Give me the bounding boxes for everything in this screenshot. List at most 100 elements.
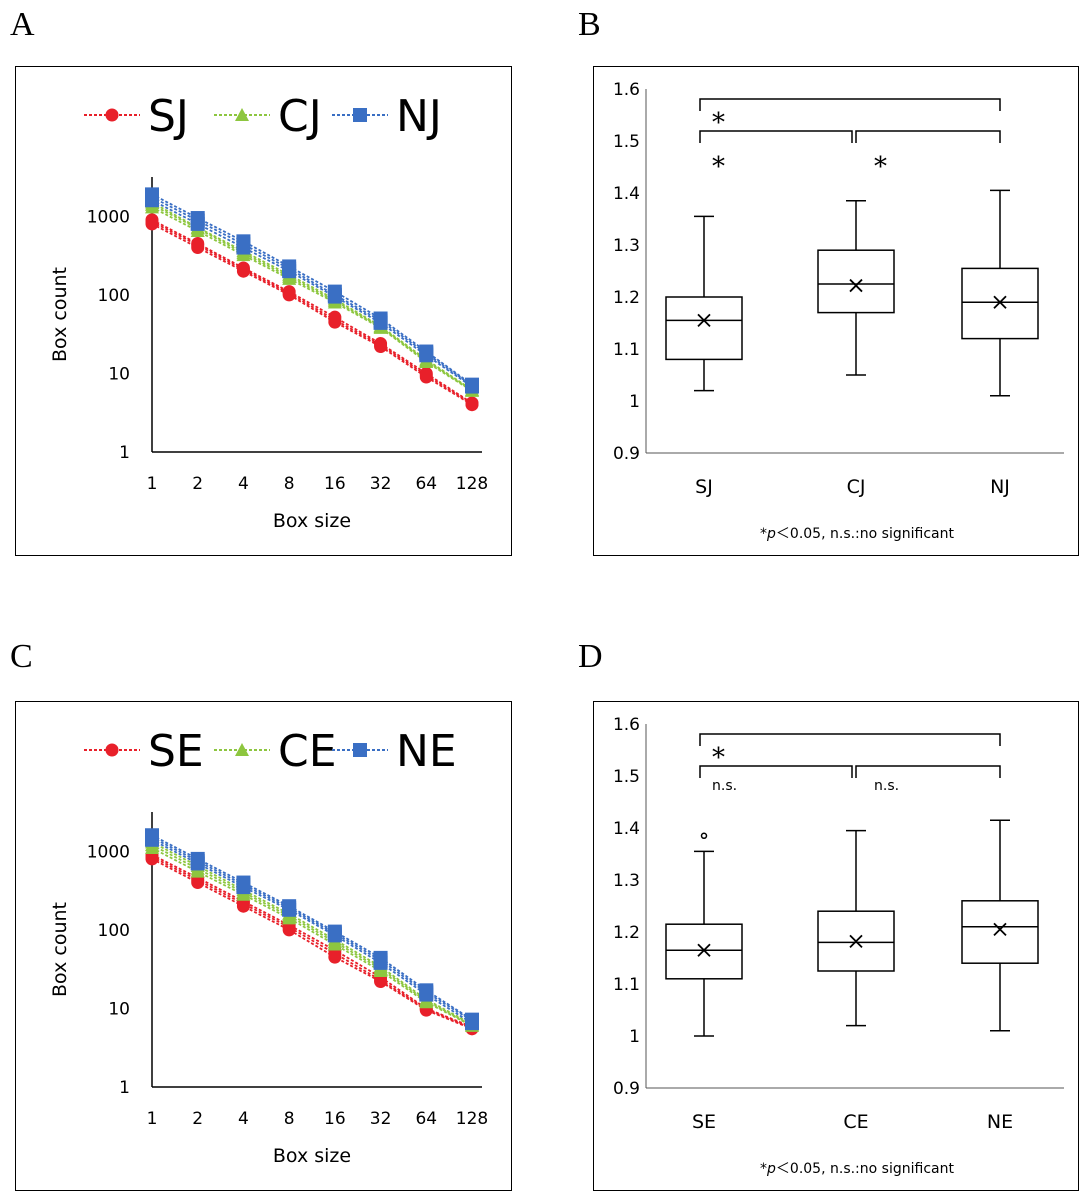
y-tick-label: 1000 bbox=[87, 842, 130, 862]
note-prefix: * bbox=[760, 526, 767, 542]
data-point bbox=[373, 953, 388, 968]
series-line bbox=[151, 858, 473, 1030]
series-line bbox=[151, 856, 473, 1030]
series-ne bbox=[145, 828, 479, 1031]
series-line bbox=[151, 206, 473, 392]
note-p-symbol: p bbox=[766, 526, 776, 542]
significance-label: * bbox=[712, 152, 725, 182]
y-tick-label: 1 bbox=[629, 1027, 640, 1047]
x-tick-label: 1 bbox=[147, 1109, 158, 1129]
x-category-label: NE bbox=[987, 1111, 1013, 1133]
x-tick-label: 128 bbox=[456, 1109, 488, 1129]
data-point bbox=[145, 830, 159, 845]
x-tick-label: 32 bbox=[370, 474, 392, 494]
chart-d-svg: 0.911.11.21.31.41.51.6SE CE NEn.s. n.s.**p＜… bbox=[613, 715, 1064, 1177]
significance-label: * bbox=[712, 108, 725, 138]
y-tick-label: 10 bbox=[108, 999, 130, 1019]
y-tick-label: 1.6 bbox=[613, 715, 640, 735]
legend-marker-cj bbox=[235, 108, 249, 121]
x-tick-label: 64 bbox=[415, 474, 437, 494]
legend-label-ne: NE bbox=[396, 726, 457, 777]
x-tick-label: 2 bbox=[192, 1109, 203, 1129]
data-point bbox=[419, 346, 434, 361]
data-point bbox=[282, 261, 297, 276]
panel-label-b: B bbox=[578, 6, 601, 43]
data-point bbox=[327, 926, 342, 941]
series-sj bbox=[145, 213, 479, 412]
data-point bbox=[236, 237, 251, 252]
x-tick-label: 64 bbox=[415, 1109, 437, 1129]
legend-marker-se bbox=[105, 743, 119, 757]
bracket-line bbox=[855, 130, 1001, 143]
significance-label: * bbox=[874, 152, 887, 182]
x-category-label: SE bbox=[692, 1111, 716, 1133]
legend-marker-ne bbox=[353, 743, 367, 757]
y-tick-label: 1.6 bbox=[613, 80, 640, 100]
data-point bbox=[327, 287, 342, 302]
bracket-line bbox=[699, 98, 1001, 111]
data-point bbox=[328, 313, 342, 327]
chart-c-svg: SE CE NE 1 10 100 1000 1 2 4 8 16 32 64 128 Box size Box… bbox=[49, 726, 488, 1167]
legend: SE CE NE bbox=[84, 726, 457, 777]
box-sj bbox=[665, 215, 743, 392]
y-tick-label: 100 bbox=[98, 286, 130, 306]
mean-marker bbox=[849, 934, 863, 948]
note-prefix: * bbox=[760, 1161, 767, 1177]
data-point bbox=[236, 877, 251, 892]
series-line bbox=[151, 854, 473, 1028]
box-ce bbox=[817, 829, 895, 1027]
y-axis-title: Box count bbox=[49, 902, 71, 997]
series-line bbox=[151, 839, 473, 1024]
y-tick-label: 1.2 bbox=[613, 923, 640, 943]
comparison-bracket: n.s. bbox=[699, 765, 853, 794]
series-line bbox=[151, 834, 473, 1021]
y-tick-label: 1.3 bbox=[613, 236, 640, 256]
legend-marker-nj bbox=[353, 108, 367, 122]
bracket-line bbox=[699, 130, 853, 143]
comparison-bracket: * bbox=[699, 98, 1001, 138]
significance-label: n.s. bbox=[712, 778, 737, 794]
series-line bbox=[151, 221, 473, 405]
outlier-point bbox=[700, 832, 708, 840]
y-tick-label: 1.4 bbox=[613, 184, 640, 204]
x-category-label: NJ bbox=[990, 476, 1010, 498]
legend-label-se: SE bbox=[148, 726, 204, 777]
y-tick-label: 1.2 bbox=[613, 288, 640, 308]
x-tick-label: 16 bbox=[324, 1109, 346, 1129]
data-point bbox=[236, 263, 250, 277]
x-tick-label: 128 bbox=[456, 474, 488, 494]
data-point bbox=[190, 854, 205, 869]
y-tick-label: 100 bbox=[98, 921, 130, 941]
box-se bbox=[665, 832, 743, 1037]
y-tick-label: 1.3 bbox=[613, 871, 640, 891]
x-tick-label: 4 bbox=[238, 1109, 249, 1129]
comparison-bracket: * bbox=[699, 130, 853, 182]
series-line bbox=[151, 196, 473, 387]
y-tick-label: 1 bbox=[629, 392, 640, 412]
y-tick-label: 0.9 bbox=[613, 1079, 640, 1099]
y-tick-label: 0.9 bbox=[613, 444, 640, 464]
comparison-bracket: * bbox=[855, 130, 1001, 182]
panel-c: SE CE NE 1 10 100 1000 1 2 4 8 16 32 64 128 Box size Box… bbox=[15, 701, 512, 1191]
x-tick-label: 4 bbox=[238, 474, 249, 494]
series-line bbox=[151, 204, 473, 392]
x-tick-label: 8 bbox=[284, 1109, 295, 1129]
data-point bbox=[282, 286, 296, 300]
comparison-bracket: * bbox=[699, 733, 1001, 773]
data-point bbox=[465, 397, 479, 411]
y-tick-label: 1.1 bbox=[613, 340, 640, 360]
y-tick-label: 1.5 bbox=[613, 767, 640, 787]
x-tick-label: 32 bbox=[370, 1109, 392, 1129]
data-point bbox=[145, 215, 159, 229]
x-category-label: CJ bbox=[847, 476, 866, 498]
panel-label-a: A bbox=[10, 6, 35, 43]
x-tick-label: 2 bbox=[192, 474, 203, 494]
significance-label: * bbox=[712, 743, 725, 773]
legend-label-cj: CJ bbox=[278, 91, 322, 142]
y-tick-label: 1000 bbox=[87, 207, 130, 227]
legend-marker-ce bbox=[235, 743, 249, 756]
data-point bbox=[191, 238, 205, 252]
series-line bbox=[151, 223, 473, 406]
bracket-line bbox=[699, 765, 853, 778]
x-tick-label: 8 bbox=[284, 474, 295, 494]
